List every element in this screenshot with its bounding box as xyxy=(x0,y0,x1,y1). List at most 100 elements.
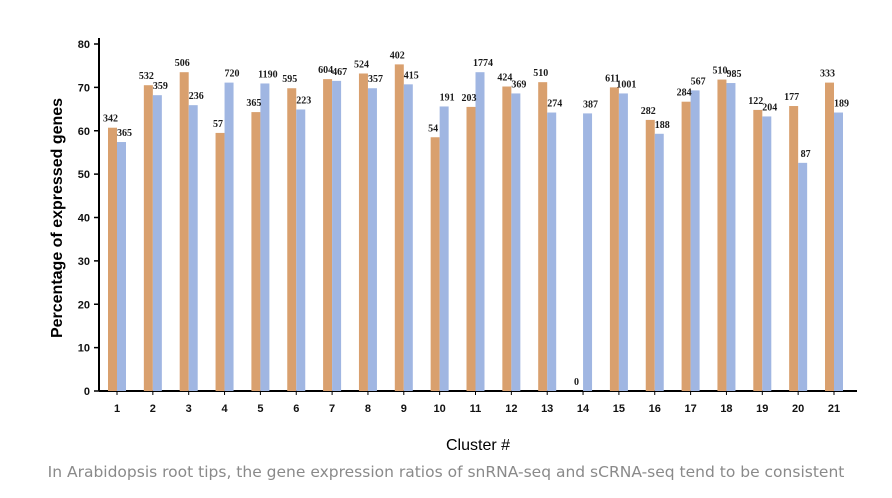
bar-series-1-cluster-13 xyxy=(538,82,548,392)
x-tick-label: 6 xyxy=(293,403,299,415)
bar-value-label: 333 xyxy=(820,69,835,80)
bar-value-label: 532 xyxy=(139,71,154,82)
bar-series-1-cluster-8 xyxy=(358,73,368,392)
bar-series-1-cluster-7 xyxy=(323,79,333,391)
bar-value-label: 203 xyxy=(462,93,477,104)
bar-value-label: 985 xyxy=(726,69,741,80)
bar-value-label: 402 xyxy=(390,50,405,61)
y-tick-label: 0 xyxy=(84,386,90,398)
y-tick-label: 60 xyxy=(78,126,90,138)
bar-series-1-cluster-6 xyxy=(287,88,297,392)
bar-series-2-cluster-10 xyxy=(439,106,449,392)
bar-series-2-cluster-6 xyxy=(296,109,306,391)
bar-value-label: 365 xyxy=(117,128,132,139)
bar-value-label: 236 xyxy=(189,91,204,102)
x-tick-label: 1 xyxy=(114,403,120,415)
bar-series-1-cluster-19 xyxy=(753,109,763,392)
x-tick-label: 18 xyxy=(720,403,732,415)
x-tick-label: 16 xyxy=(649,403,661,415)
x-tick-label: 11 xyxy=(470,403,482,415)
bar-series-1-cluster-11 xyxy=(466,106,476,392)
bar-value-label: 506 xyxy=(175,58,190,69)
x-tick-label: 19 xyxy=(756,403,768,415)
x-tick-label: 14 xyxy=(577,403,590,415)
bar-series-2-cluster-11 xyxy=(475,72,485,391)
bar-value-label: 54 xyxy=(428,123,438,134)
bar-value-label: 424 xyxy=(497,73,512,84)
bar-series-2-cluster-12 xyxy=(511,93,521,391)
bar-value-label: 510 xyxy=(533,68,548,79)
bar-series-1-cluster-20 xyxy=(789,106,799,392)
x-tick-label: 15 xyxy=(613,403,625,415)
bar-value-label: 191 xyxy=(440,92,455,103)
y-tick-label: 40 xyxy=(78,213,90,225)
bar-value-label: 284 xyxy=(677,88,692,99)
bar-series-2-cluster-14 xyxy=(583,113,593,392)
bar-series-2-cluster-13 xyxy=(547,112,557,391)
x-tick-label: 4 xyxy=(221,403,228,415)
x-tick-label: 7 xyxy=(329,403,335,415)
x-tick-label: 17 xyxy=(684,403,696,415)
bar-value-label: 510 xyxy=(712,66,727,77)
x-tick-label: 10 xyxy=(434,403,446,415)
y-tick-label: 10 xyxy=(78,343,90,355)
y-tick-label: 50 xyxy=(78,169,90,181)
bar-value-label: 57 xyxy=(213,119,223,130)
bar-series-2-cluster-17 xyxy=(690,90,700,391)
bar-value-label: 1001 xyxy=(616,79,636,90)
bar-value-label: 387 xyxy=(583,99,598,110)
bar-value-label: 415 xyxy=(404,70,419,81)
bar-value-label: 467 xyxy=(332,67,347,78)
bar-value-label: 524 xyxy=(354,59,369,70)
bar-value-label: 204 xyxy=(762,102,777,113)
bar-series-1-cluster-2 xyxy=(143,85,153,392)
bar-series-2-cluster-3 xyxy=(188,105,198,391)
bar-value-label: 567 xyxy=(691,76,706,87)
bar-series-1-cluster-10 xyxy=(430,137,440,391)
x-tick-label: 21 xyxy=(828,403,840,415)
bar-series-1-cluster-16 xyxy=(645,119,655,391)
bar-series-1-cluster-12 xyxy=(502,86,512,391)
bar-series-1-cluster-3 xyxy=(179,72,189,391)
bar-series-2-cluster-20 xyxy=(798,162,808,391)
bar-value-label: 189 xyxy=(834,99,849,110)
y-tick-label: 70 xyxy=(78,82,90,94)
bar-value-label: 720 xyxy=(225,69,240,80)
bar-value-label: 274 xyxy=(547,99,562,110)
bars-group xyxy=(108,64,843,392)
bar-series-1-cluster-17 xyxy=(681,101,691,391)
bar-value-label: 1774 xyxy=(473,58,493,69)
x-tick-label: 8 xyxy=(365,403,371,415)
bar-value-label: 122 xyxy=(748,96,763,107)
bar-value-label: 223 xyxy=(296,95,311,106)
bar-series-2-cluster-19 xyxy=(762,116,772,391)
y-axis-ticks: 0 10 20 30 40 50 60 70 80 xyxy=(78,39,99,398)
x-tick-label: 9 xyxy=(401,403,407,415)
bar-series-2-cluster-9 xyxy=(403,84,413,392)
bar-series-1-cluster-1 xyxy=(108,127,117,392)
bar-series-1-cluster-5 xyxy=(251,112,261,391)
bar-series-2-cluster-7 xyxy=(332,80,342,392)
x-tick-label: 13 xyxy=(541,403,553,415)
bar-value-label: 342 xyxy=(103,114,118,125)
bar-value-label: 611 xyxy=(605,73,619,84)
bar-series-1-cluster-18 xyxy=(717,79,727,391)
bar-series-2-cluster-18 xyxy=(726,83,736,391)
bar-value-label: 357 xyxy=(368,74,383,85)
bar-series-1-cluster-15 xyxy=(609,87,619,391)
bar-value-label: 177 xyxy=(784,92,799,103)
bar-series-2-cluster-5 xyxy=(260,83,270,391)
bar-value-label: 282 xyxy=(641,106,656,117)
bar-value-label: 365 xyxy=(246,98,261,109)
bar-value-label: 604 xyxy=(318,65,333,76)
bar-series-2-cluster-1 xyxy=(117,142,126,391)
bar-value-label: 369 xyxy=(511,79,526,90)
bar-series-2-cluster-21 xyxy=(834,112,843,391)
bar-value-label: 0 xyxy=(574,377,579,388)
y-tick-label: 20 xyxy=(78,299,90,311)
bar-series-2-cluster-4 xyxy=(224,82,234,391)
bar-series-2-cluster-15 xyxy=(618,93,628,391)
y-tick-label: 30 xyxy=(78,256,90,268)
